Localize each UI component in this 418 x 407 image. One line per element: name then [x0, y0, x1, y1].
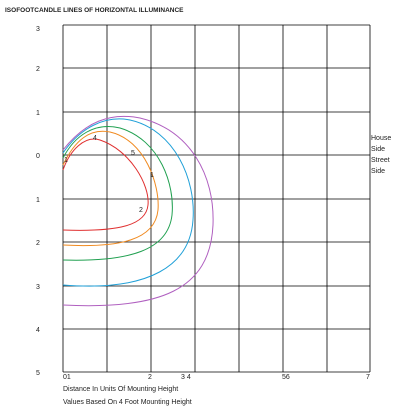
x-labels: 01 2 3 4 56 7: [63, 374, 370, 381]
side-label: Side: [371, 168, 385, 175]
x-label: 2: [148, 374, 152, 381]
note: Values Based On 4 Foot Mounting Height: [63, 399, 192, 406]
y-label: 2: [36, 66, 40, 73]
x-label: 01: [63, 374, 71, 381]
y-label: 3: [36, 26, 40, 33]
note: Distance In Units Of Mounting Height: [63, 386, 178, 393]
x-label: 3 4: [181, 374, 191, 381]
contour-label: 2: [139, 207, 143, 214]
side-label: House: [371, 135, 391, 142]
chart-title: ISOFOOTCANDLE LINES OF HORIZONTAL ILLUMI…: [5, 7, 184, 14]
side-labels: House Side Street Side: [371, 135, 391, 175]
y-label: 1: [36, 197, 40, 204]
y-label: 5: [36, 370, 40, 377]
side-label: Side: [371, 146, 385, 153]
y-label: 4: [36, 327, 40, 334]
grid: [62, 24, 371, 373]
y-label: 1: [36, 110, 40, 117]
y-label: 2: [36, 240, 40, 247]
x-label: 7: [366, 374, 370, 381]
contours: [62, 115, 214, 307]
x-label: 56: [282, 374, 290, 381]
side-label: Street: [371, 157, 390, 164]
contour-label: 5: [131, 150, 135, 157]
contour-labels: 1 4 5 1 2: [64, 135, 154, 214]
contour-label: 1: [64, 157, 68, 164]
y-labels: 3 2 1 0 1 2 3 4 5: [36, 26, 40, 377]
contour-label: 1: [150, 172, 154, 179]
y-label: 3: [36, 284, 40, 291]
y-label: 0: [36, 153, 40, 160]
contour-label: 4: [93, 135, 97, 142]
